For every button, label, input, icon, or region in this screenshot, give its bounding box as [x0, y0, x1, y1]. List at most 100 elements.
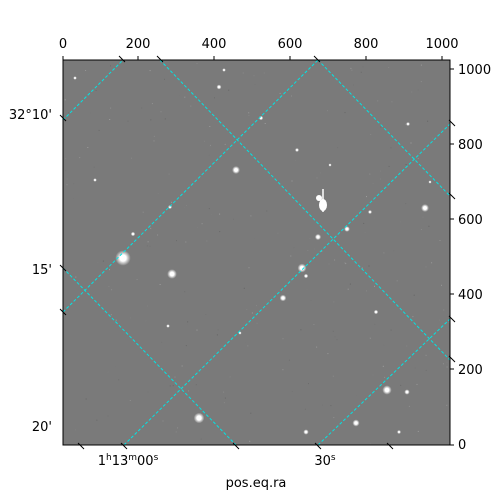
right-tick-label: 1000 — [458, 63, 491, 78]
star — [234, 168, 238, 172]
star — [407, 123, 409, 125]
noise-speck — [65, 170, 67, 172]
noise-speck — [172, 385, 174, 387]
noise-speck — [322, 404, 323, 406]
noise-speck — [350, 67, 352, 69]
noise-speck — [428, 225, 430, 227]
noise-speck — [420, 229, 422, 230]
noise-speck — [87, 147, 89, 148]
noise-speck — [384, 376, 386, 378]
noise-speck — [295, 159, 297, 161]
star — [354, 421, 358, 425]
noise-speck — [435, 247, 437, 249]
noise-speck — [446, 366, 448, 368]
noise-speck — [97, 262, 99, 264]
noise-speck — [146, 245, 148, 247]
noise-speck — [379, 178, 381, 180]
noise-speck — [334, 336, 336, 338]
noise-speck — [164, 118, 166, 120]
grid-line — [123, 123, 450, 445]
noise-speck — [206, 240, 208, 242]
noise-speck — [332, 375, 334, 377]
noise-speck — [142, 211, 144, 213]
noise-speck — [383, 252, 385, 254]
star — [167, 325, 169, 327]
noise-speck — [129, 317, 131, 319]
noise-speck — [127, 120, 129, 122]
noise-speck — [228, 89, 230, 91]
noise-speck — [79, 157, 81, 159]
noise-speck — [360, 71, 362, 73]
noise-speck — [85, 398, 87, 400]
noise-speck — [422, 216, 424, 218]
star — [423, 206, 427, 210]
star — [94, 179, 96, 181]
noise-speck — [93, 166, 95, 168]
noise-speck — [263, 72, 265, 74]
star — [369, 211, 371, 213]
noise-speck — [136, 279, 138, 280]
noise-speck — [251, 312, 253, 314]
noise-speck — [209, 145, 211, 147]
noise-speck — [150, 119, 152, 121]
noise-speck — [404, 312, 406, 314]
noise-speck — [110, 107, 112, 109]
noise-speck — [349, 283, 351, 285]
noise-speck — [313, 248, 315, 250]
star — [132, 233, 134, 235]
world-axis-ticks — [59, 55, 456, 450]
noise-speck — [405, 164, 407, 165]
noise-speck — [68, 112, 70, 114]
top-tick-label: 400 — [202, 37, 227, 52]
noise-speck — [75, 429, 77, 431]
dec-tick-label: 20' — [32, 420, 52, 435]
noise-speck — [412, 316, 414, 318]
noise-speck — [108, 286, 110, 288]
noise-speck — [67, 60, 69, 62]
noise-speck — [266, 210, 268, 212]
noise-speck — [200, 438, 202, 440]
right-tick-label: 0 — [458, 438, 466, 453]
noise-speck — [290, 255, 292, 257]
noise-speck — [219, 231, 221, 233]
noise-speck — [316, 346, 318, 348]
noise-speck — [249, 440, 251, 442]
noise-speck — [344, 262, 346, 264]
noise-speck — [368, 265, 370, 267]
noise-speck — [204, 140, 205, 142]
noise-speck — [380, 126, 382, 128]
grid-line — [159, 60, 450, 361]
noise-speck — [171, 201, 173, 203]
noise-speck — [330, 405, 332, 407]
star — [429, 181, 431, 183]
noise-speck — [256, 305, 257, 307]
noise-speck — [319, 172, 321, 174]
star — [74, 77, 76, 79]
noise-speck — [224, 143, 226, 145]
noise-speck — [372, 183, 374, 185]
noise-speck — [316, 177, 318, 179]
noise-speck — [151, 103, 153, 105]
noise-speck — [344, 112, 346, 114]
noise-speck — [107, 371, 109, 373]
noise-speck — [405, 203, 407, 205]
top-tick-label: 0 — [59, 37, 67, 52]
noise-speck — [246, 309, 248, 311]
noise-speck — [400, 384, 402, 386]
noise-speck — [96, 419, 98, 421]
noise-speck — [198, 405, 200, 407]
noise-speck — [162, 420, 164, 422]
noise-speck — [75, 276, 77, 278]
noise-speck — [446, 404, 448, 406]
noise-speck — [417, 158, 419, 160]
top-tick-label: 200 — [126, 37, 151, 52]
noise-speck — [327, 353, 329, 355]
noise-speck — [439, 240, 441, 241]
noise-speck — [131, 157, 132, 159]
noise-speck — [417, 430, 419, 432]
noise-speck — [65, 349, 67, 351]
noise-speck — [95, 90, 97, 91]
noise-speck — [208, 154, 210, 156]
noise-speck — [195, 384, 197, 386]
star — [305, 275, 307, 277]
